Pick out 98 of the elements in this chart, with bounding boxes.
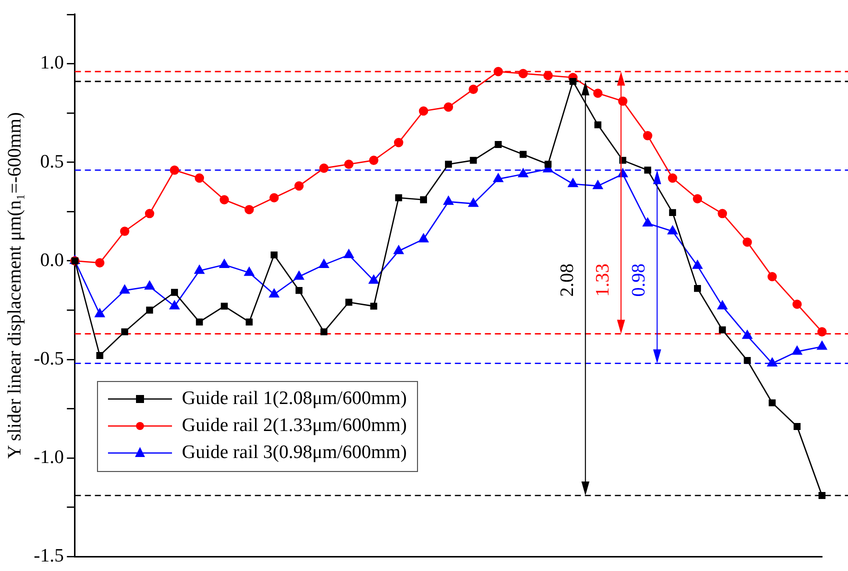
- point: [394, 138, 404, 148]
- point: [668, 173, 678, 183]
- point: [444, 160, 452, 168]
- point: [420, 196, 428, 204]
- point: [296, 286, 302, 294]
- point: [644, 166, 652, 174]
- point: [592, 180, 603, 190]
- point: [794, 422, 801, 430]
- annotation: 0.98: [628, 263, 650, 297]
- point: [718, 326, 726, 334]
- y-tick-label: -1.0: [34, 447, 64, 468]
- point: [642, 218, 653, 227]
- point: [468, 84, 478, 94]
- point: [418, 106, 428, 116]
- point: [369, 156, 378, 165]
- point: [294, 270, 304, 280]
- point: [319, 164, 329, 173]
- y-tick-label: 1.0: [40, 52, 64, 74]
- point: [792, 346, 802, 355]
- point: [594, 121, 602, 128]
- point: [368, 274, 379, 284]
- point: [643, 131, 652, 140]
- y-tick-label: 0.0: [40, 250, 64, 271]
- point: [692, 260, 702, 269]
- point: [96, 352, 104, 359]
- point: [717, 300, 728, 310]
- point: [494, 66, 503, 76]
- point: [120, 226, 130, 236]
- point: [443, 196, 454, 205]
- point: [520, 150, 527, 158]
- point: [568, 178, 578, 188]
- legend-label: Guide rail 2(1.33μm/600mm): [182, 415, 407, 438]
- point: [196, 318, 203, 326]
- y-tick-label: 0.5: [40, 151, 64, 172]
- point: [767, 358, 778, 367]
- y-tick-label: -0.5: [34, 348, 64, 370]
- point: [493, 173, 504, 182]
- point: [170, 166, 180, 175]
- point: [543, 70, 553, 80]
- point: [817, 340, 827, 350]
- y-axis-title: Y slider linear displacement μm(n₁=-600mm): [4, 112, 26, 459]
- point: [344, 249, 354, 258]
- point: [817, 327, 827, 336]
- point: [344, 160, 354, 169]
- point: [269, 288, 280, 298]
- annotation: 1.33: [592, 263, 614, 297]
- point: [395, 194, 402, 202]
- point: [294, 181, 304, 191]
- point: [394, 245, 404, 254]
- point: [742, 330, 752, 339]
- point: [144, 208, 154, 218]
- point: [468, 198, 478, 207]
- point: [244, 267, 254, 276]
- legend-label: Guide rail 3(0.98μm/600mm): [182, 442, 407, 464]
- point: [668, 226, 678, 234]
- point: [792, 300, 802, 309]
- point: [146, 306, 154, 314]
- point: [544, 160, 552, 168]
- point: [244, 204, 254, 214]
- point: [95, 258, 104, 268]
- point: [444, 102, 454, 112]
- y-tick-label: -1.5: [34, 546, 64, 567]
- point: [470, 156, 477, 164]
- point: [370, 302, 378, 310]
- point: [144, 280, 155, 290]
- point: [818, 492, 826, 499]
- point: [94, 308, 105, 318]
- point: [768, 399, 776, 406]
- point: [518, 68, 528, 78]
- point: [219, 259, 230, 268]
- point: [669, 209, 676, 216]
- point: [220, 302, 228, 310]
- point: [742, 237, 752, 247]
- point: [768, 272, 777, 282]
- point: [194, 265, 204, 274]
- point: [518, 168, 528, 178]
- point: [345, 298, 352, 306]
- point: [121, 328, 128, 336]
- annotation: 2.08: [556, 263, 578, 297]
- point: [569, 78, 576, 85]
- point: [418, 234, 429, 242]
- point: [220, 195, 229, 204]
- point: [270, 251, 278, 258]
- point: [318, 259, 329, 268]
- point: [744, 356, 751, 364]
- point: [494, 141, 502, 148]
- point: [692, 194, 702, 204]
- point: [694, 284, 701, 292]
- legend-label: Guide rail 1(2.08μm/600mm): [182, 388, 407, 410]
- point: [593, 88, 603, 98]
- point: [269, 193, 279, 202]
- point: [320, 328, 328, 336]
- point: [246, 318, 253, 326]
- point: [120, 284, 130, 294]
- point: [171, 288, 178, 296]
- point: [194, 173, 204, 183]
- point: [718, 208, 728, 218]
- point: [170, 300, 180, 310]
